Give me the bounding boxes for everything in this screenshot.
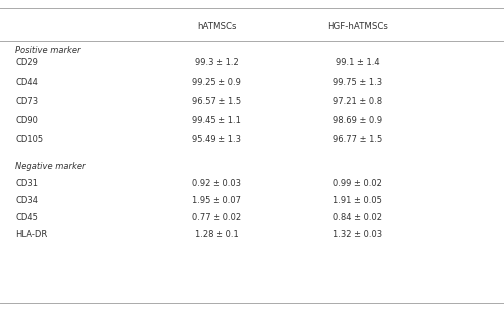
Text: 99.75 ± 1.3: 99.75 ± 1.3 [333, 78, 383, 86]
Text: Negative marker: Negative marker [15, 162, 86, 170]
Text: 99.25 ± 0.9: 99.25 ± 0.9 [193, 78, 241, 86]
Text: HLA-DR: HLA-DR [15, 230, 47, 239]
Text: 99.1 ± 1.4: 99.1 ± 1.4 [336, 58, 380, 67]
Text: 0.84 ± 0.02: 0.84 ± 0.02 [333, 213, 383, 222]
Text: CD73: CD73 [15, 97, 38, 106]
Text: 1.91 ± 0.05: 1.91 ± 0.05 [334, 196, 382, 205]
Text: 96.57 ± 1.5: 96.57 ± 1.5 [192, 97, 241, 106]
Text: 1.32 ± 0.03: 1.32 ± 0.03 [333, 230, 383, 239]
Text: 97.21 ± 0.8: 97.21 ± 0.8 [333, 97, 383, 106]
Text: CD29: CD29 [15, 58, 38, 67]
Text: 1.95 ± 0.07: 1.95 ± 0.07 [192, 196, 241, 205]
Text: HGF-hATMSCs: HGF-hATMSCs [328, 22, 388, 31]
Text: Positive marker: Positive marker [15, 46, 81, 55]
Text: 0.92 ± 0.03: 0.92 ± 0.03 [192, 179, 241, 188]
Text: 99.3 ± 1.2: 99.3 ± 1.2 [195, 58, 238, 67]
Text: 98.69 ± 0.9: 98.69 ± 0.9 [333, 116, 383, 125]
Text: 96.77 ± 1.5: 96.77 ± 1.5 [333, 136, 383, 144]
Text: 99.45 ± 1.1: 99.45 ± 1.1 [193, 116, 241, 125]
Text: hATMSCs: hATMSCs [197, 22, 236, 31]
Text: 0.99 ± 0.02: 0.99 ± 0.02 [334, 179, 382, 188]
Text: 0.77 ± 0.02: 0.77 ± 0.02 [192, 213, 241, 222]
Text: CD45: CD45 [15, 213, 38, 222]
Text: 1.28 ± 0.1: 1.28 ± 0.1 [195, 230, 238, 239]
Text: CD34: CD34 [15, 196, 38, 205]
Text: CD90: CD90 [15, 116, 38, 125]
Text: CD44: CD44 [15, 78, 38, 86]
Text: CD105: CD105 [15, 136, 43, 144]
Text: 95.49 ± 1.3: 95.49 ± 1.3 [192, 136, 241, 144]
Text: CD31: CD31 [15, 179, 38, 188]
